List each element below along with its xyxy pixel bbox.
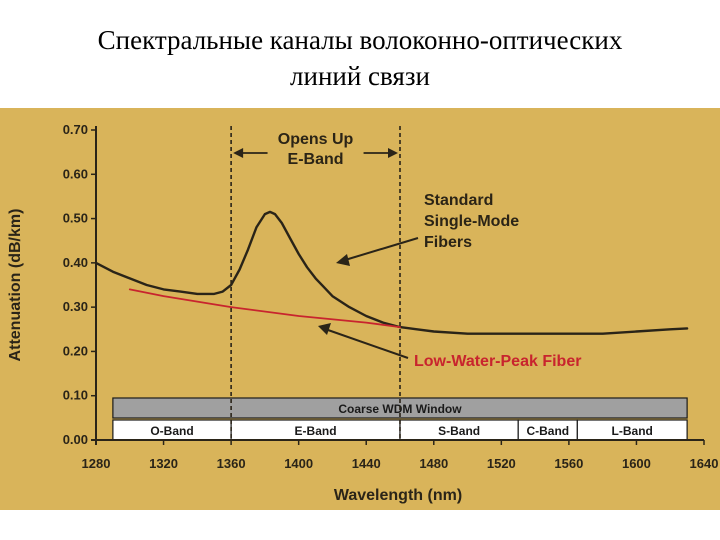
slide-title: Спектральные каналы волоконно-оптических… — [0, 22, 720, 94]
standard-fiber-label-line: Fibers — [424, 234, 472, 251]
y-tick-label: 0.60 — [63, 166, 88, 181]
chart-axes: 0.00 0.10 0.20 0.30 0.40 0.50 0.60 0.70 1280 1320… — [7, 122, 718, 504]
x-tick-label: 1600 — [622, 456, 651, 471]
band-label: C-Band — [526, 424, 569, 438]
y-tick-label: 0.40 — [63, 255, 88, 270]
low-water-peak-line — [128, 288, 401, 328]
x-axis-title: Wavelength (nm) — [334, 487, 462, 504]
y-axis-title: Attenuation (dB/km) — [7, 209, 24, 362]
eband-annotation-line-1: Opens Up — [278, 131, 354, 148]
standard-fiber-label-line: Single-Mode — [424, 213, 519, 230]
low-water-peak-pointer — [327, 329, 409, 359]
eband-arrow-left-head — [233, 148, 244, 158]
x-tick-label: 1440 — [352, 456, 381, 471]
band-label: S-Band — [438, 424, 480, 438]
y-tick-label: 0.00 — [63, 432, 88, 447]
band-label: L-Band — [612, 424, 653, 438]
series-lines — [94, 210, 689, 335]
x-tick-label: 1560 — [554, 456, 583, 471]
x-tick-label: 1400 — [284, 456, 313, 471]
standard-fiber-label-line: Standard — [424, 192, 493, 209]
slide-title-line-2: линий связи — [290, 61, 430, 91]
band-label: O-Band — [150, 424, 193, 438]
low-water-peak-label: Low-Water-Peak Fiber — [414, 353, 581, 370]
y-tick-label: 0.30 — [63, 299, 88, 314]
x-tick-label: 1280 — [82, 456, 111, 471]
y-tick-label: 0.70 — [63, 122, 88, 137]
chart-background — [0, 108, 720, 510]
standard-fiber-pointer-head — [336, 254, 350, 266]
eband-annotation-line-2: E-Band — [288, 151, 344, 168]
standard-fiber-pointer — [344, 237, 419, 261]
standard-fiber-line — [94, 210, 689, 335]
eband-arrow-right-head — [388, 148, 398, 158]
x-tick-label: 1480 — [419, 456, 448, 471]
slide-title-line-1: Спектральные каналы волоконно-оптических — [97, 25, 623, 55]
low-water-peak-pointer-head — [318, 323, 331, 335]
band-label: E-Band — [295, 424, 337, 438]
y-tick-label: 0.10 — [63, 388, 88, 403]
x-tick-label: 1640 — [690, 456, 719, 471]
x-tick-label: 1320 — [149, 456, 178, 471]
x-tick-label: 1360 — [217, 456, 246, 471]
x-tick-label: 1520 — [487, 456, 516, 471]
chart-annotations: Opens Up E-Band Standard Single-Mode Fibers L… — [233, 131, 581, 370]
y-tick-label: 0.20 — [63, 343, 88, 358]
y-tick-label: 0.50 — [63, 211, 88, 226]
